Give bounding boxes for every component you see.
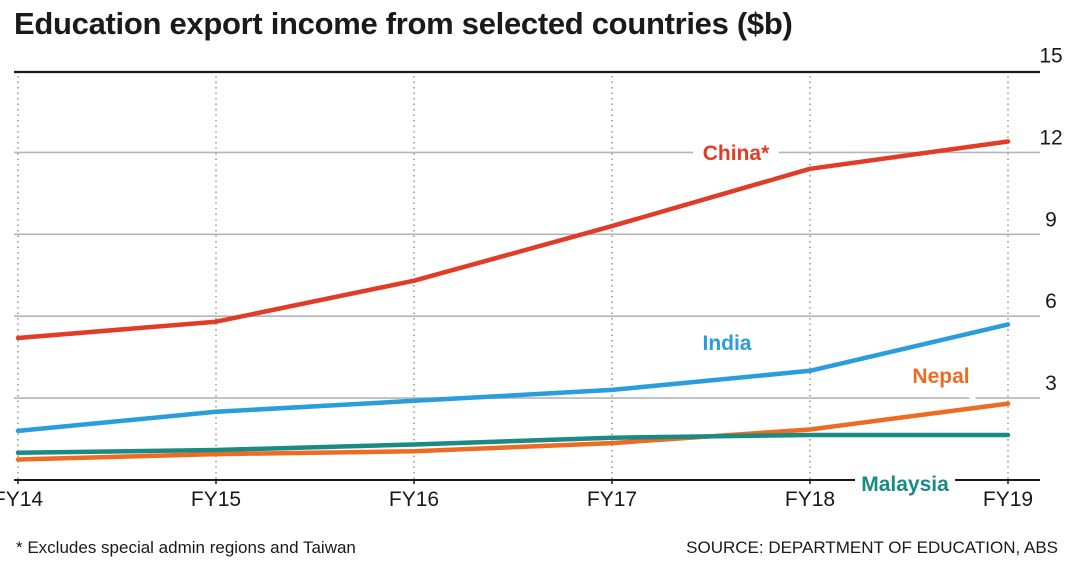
y-tick-label-12: 12 xyxy=(1039,126,1062,149)
series-label-group-china: China* xyxy=(693,137,779,179)
x-tick-label-FY15: FY15 xyxy=(191,488,241,511)
footnote: * Excludes special admin regions and Tai… xyxy=(16,538,356,557)
x-tick-label-FY17: FY17 xyxy=(587,488,637,511)
series-line-malaysia xyxy=(15,432,1011,455)
y-tick-label-6: 6 xyxy=(1045,290,1057,313)
series-line-china xyxy=(15,139,1011,341)
y-tick-label-3: 3 xyxy=(1045,372,1057,395)
series-label-box-nepal xyxy=(907,360,975,390)
x-tick-label-FY18: FY18 xyxy=(785,488,835,511)
series-label-box-malaysia xyxy=(855,468,955,498)
series-label-nepal: Nepal xyxy=(912,365,969,388)
series-line-nepal xyxy=(15,401,1011,462)
y-tick-label-15: 15 xyxy=(1039,45,1062,68)
x-tick-label-FY16: FY16 xyxy=(389,488,439,511)
series-label-malaysia: Malaysia xyxy=(861,473,949,496)
series-label-group-nepal: Nepal xyxy=(907,360,979,405)
series-label-china: China* xyxy=(703,142,770,165)
x-tick-label-FY19: FY19 xyxy=(983,488,1033,511)
series-label-group-malaysia: Malaysia xyxy=(855,456,955,498)
series-label-leader-china xyxy=(761,161,776,179)
series-label-box-india xyxy=(696,327,758,357)
series-label-leader-india xyxy=(741,351,755,373)
series-line-india xyxy=(15,322,1011,434)
series-label-india: India xyxy=(702,332,751,355)
series-label-leader-malaysia xyxy=(941,456,955,474)
chart-title: Education export income from selected co… xyxy=(14,6,793,41)
y-tick-label-9: 9 xyxy=(1045,208,1057,231)
source-note: SOURCE: DEPARTMENT OF EDUCATION, ABS xyxy=(686,538,1058,557)
series-label-box-china xyxy=(693,137,779,167)
series-label-group-india: India xyxy=(696,327,758,373)
x-tick-label-FY14: FY14 xyxy=(0,488,43,511)
series-label-leader-nepal xyxy=(961,384,979,405)
